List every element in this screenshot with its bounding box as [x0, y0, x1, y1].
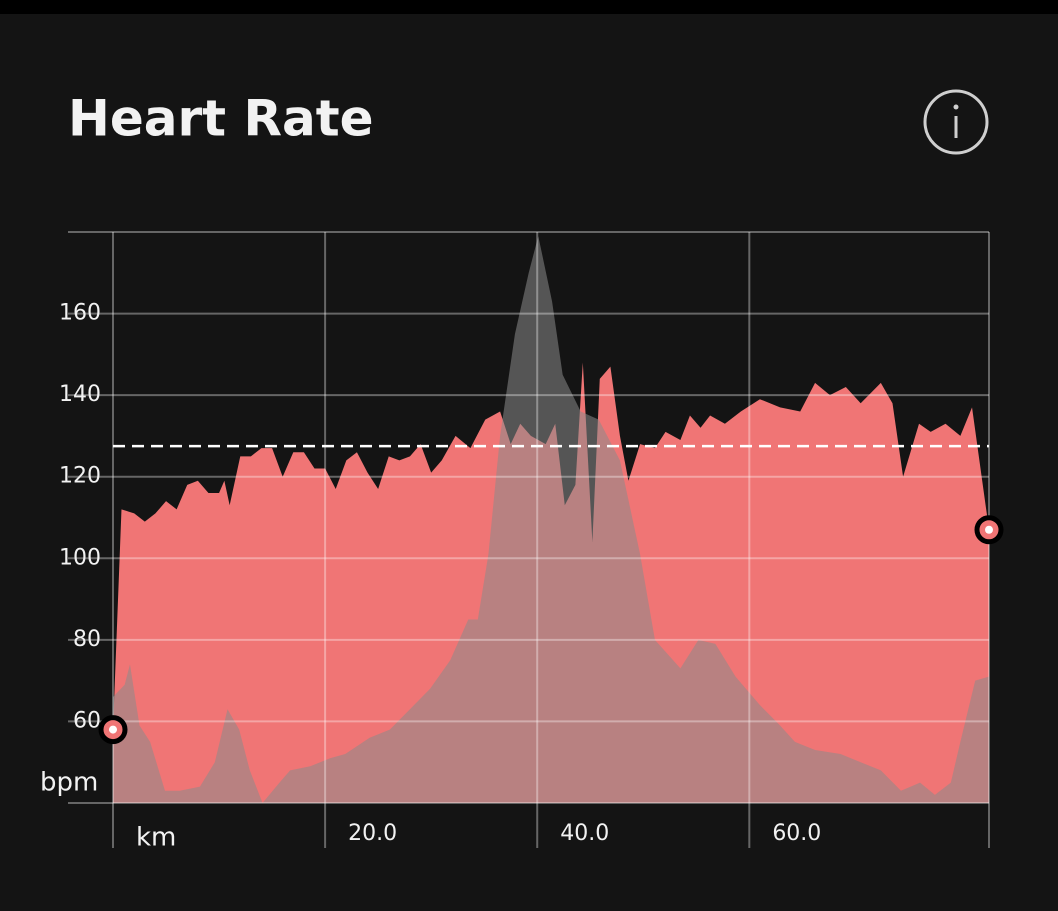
x-tick-label: 40.0 [560, 821, 609, 846]
y-tick-label: 60 [73, 708, 101, 733]
info-button[interactable] [923, 89, 989, 155]
chart-title: Heart Rate [68, 90, 374, 148]
y-tick-label: 120 [59, 464, 101, 489]
x-tick-label: 60.0 [772, 821, 821, 846]
y-tick-label: 100 [59, 545, 101, 570]
info-dot[interactable] [953, 104, 959, 110]
status-strip [0, 0, 1058, 14]
x-tick-label: 20.0 [348, 821, 397, 846]
end-marker-dot [985, 525, 993, 534]
y-tick-label: 160 [59, 301, 101, 326]
y-tick-label: 80 [73, 627, 101, 652]
area [113, 236, 989, 804]
y-tick-label: 140 [59, 382, 101, 407]
end-marker-dot [109, 725, 117, 734]
x-tick-label: km [136, 823, 176, 853]
info-ring[interactable] [923, 89, 989, 155]
y-axis-label: bpm [40, 768, 98, 798]
